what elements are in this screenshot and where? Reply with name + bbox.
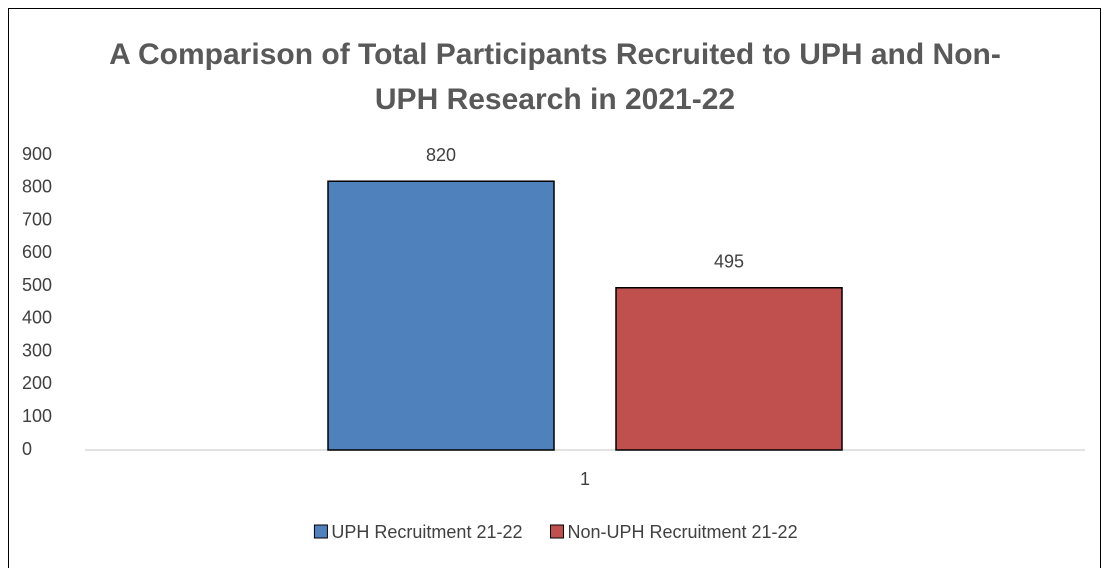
bar — [327, 180, 555, 451]
y-tick-label: 300 — [22, 340, 52, 360]
y-tick-label: 0 — [22, 439, 32, 459]
legend-swatch — [549, 524, 564, 539]
y-tick-label: 900 — [22, 144, 52, 164]
y-tick-label: 200 — [22, 373, 52, 393]
y-tick-label: 600 — [22, 242, 52, 262]
chart-title: A Comparison of Total Participants Recru… — [109, 38, 1001, 116]
legend-swatch — [313, 524, 328, 539]
y-tick-label: 800 — [22, 177, 52, 197]
bar — [615, 287, 843, 451]
y-tick-label: 400 — [22, 308, 52, 328]
y-tick-label: 100 — [22, 406, 52, 426]
data-label: 820 — [426, 145, 456, 165]
chart-frame — [8, 8, 1101, 568]
title-box: A Comparison of Total Participants Recru… — [0, 32, 1110, 122]
legend-label: Non-UPH Recruitment 21-22 — [567, 522, 797, 542]
y-tick-label: 700 — [22, 209, 52, 229]
legend-label: UPH Recruitment 21-22 — [331, 522, 522, 542]
y-tick-label: 500 — [22, 275, 52, 295]
x-tick-label: 1 — [580, 469, 590, 489]
data-label: 495 — [714, 252, 744, 272]
